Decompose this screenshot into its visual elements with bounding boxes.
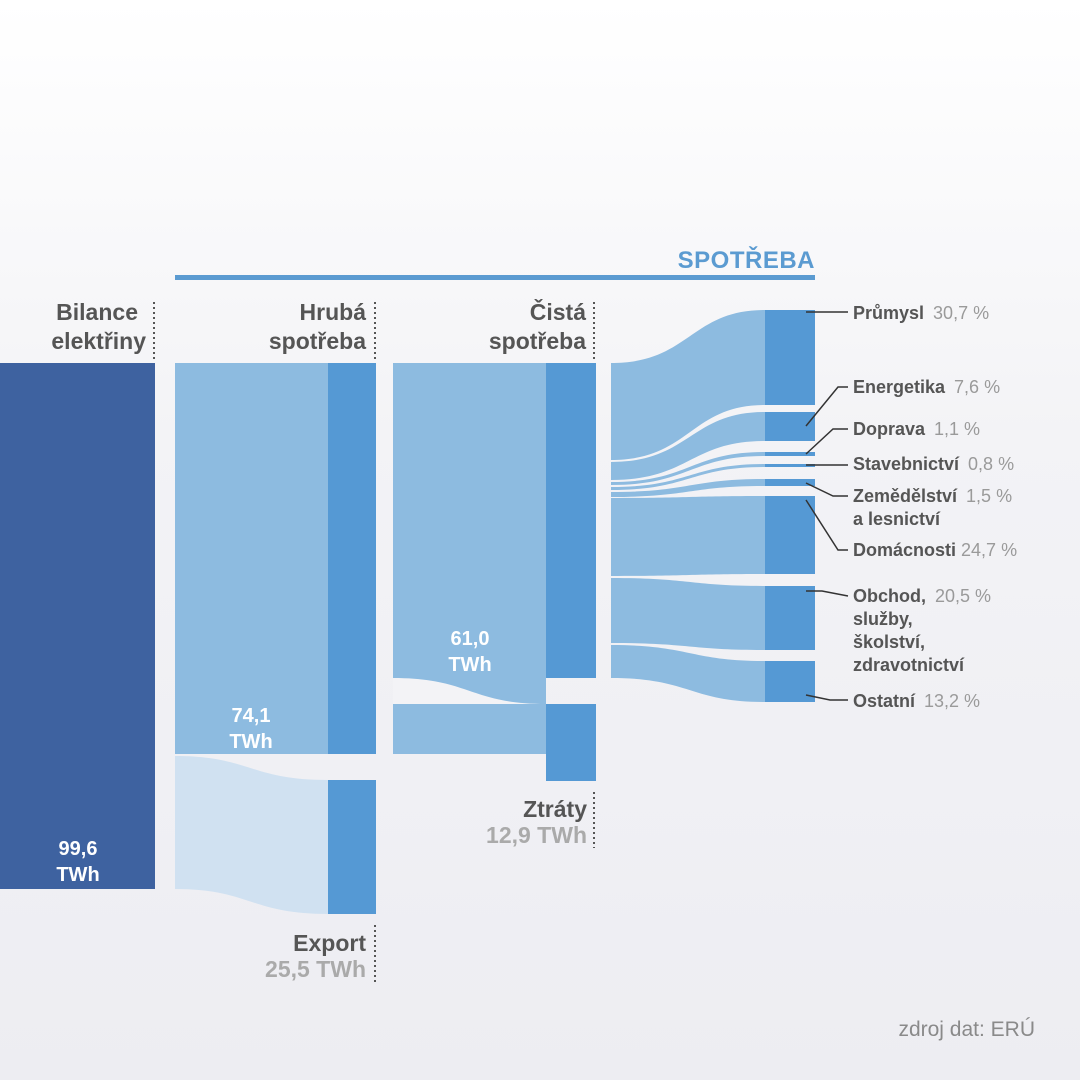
cat-obchod-pct: 20,5 % xyxy=(935,586,991,606)
cista-bar xyxy=(546,363,596,678)
cat-stavebnictvi: Stavebnictví 0,8 % xyxy=(853,454,1014,474)
ztraty-flow xyxy=(393,678,546,704)
source-note: zdroj dat: ERÚ xyxy=(898,1018,1035,1041)
ztraty-bar xyxy=(546,704,596,781)
cista-unit: TWh xyxy=(448,654,491,676)
leader-doprava xyxy=(805,428,848,455)
cista-header: Čistá spotřeba xyxy=(489,298,595,360)
cista-header-line2: spotřeba xyxy=(489,328,586,354)
cat-obchod: Obchod, 20,5 % xyxy=(853,586,991,606)
export-value: 25,5 TWh xyxy=(265,956,366,982)
bilance-header-line2: elektřiny xyxy=(51,328,146,354)
flow-ostatni xyxy=(611,645,765,702)
ztraty-value: 12,9 TWh xyxy=(486,822,587,848)
leader-energetika xyxy=(805,386,848,427)
export-label: Export xyxy=(293,930,366,956)
cat-prumysl-name: Průmysl xyxy=(853,303,924,323)
cat-domacnosti: Domácnosti 24,7 % xyxy=(853,540,1017,560)
hruba-bar xyxy=(328,363,376,754)
category-labels: Průmysl 30,7 % Energetika 7,6 % Doprava 1,1… xyxy=(853,303,1017,711)
cat-prumysl: Průmysl 30,7 % xyxy=(853,303,989,323)
cat-zemedelstvi: Zemědělství 1,5 % xyxy=(853,486,1012,506)
leader-obchod xyxy=(806,590,849,597)
spotreba-header-line xyxy=(175,275,815,280)
cat-energetika: Energetika 7,6 % xyxy=(853,377,1000,397)
hruba-flow xyxy=(175,363,328,754)
cat-stavebnictvi-name: Stavebnictví xyxy=(853,454,960,474)
bilance-header: Bilance elektřiny xyxy=(51,299,155,360)
cat-ostatni: Ostatní 13,2 % xyxy=(853,691,980,711)
flow-domacnosti xyxy=(611,496,765,576)
bar-energetika xyxy=(765,412,815,441)
flow-stavebnictvi xyxy=(611,464,765,490)
cat-doprava: Doprava 1,1 % xyxy=(853,419,980,439)
cat-energetika-pct: 7,6 % xyxy=(954,377,1000,397)
ztraty-label: Ztráty xyxy=(523,796,587,822)
cat-domacnosti-name: Domácnosti xyxy=(853,540,956,560)
cat-obchod-line3: školství, xyxy=(853,632,925,652)
bar-stavebnictvi xyxy=(765,464,815,467)
hruba-unit: TWh xyxy=(229,731,272,753)
spotreba-header: SPOTŘEBA xyxy=(678,246,815,274)
export-flow xyxy=(175,756,328,914)
export-bar xyxy=(328,780,376,914)
flow-doprava xyxy=(611,452,765,485)
hruba-header: Hrubá spotřeba xyxy=(269,299,376,360)
hruba-header-line1: Hrubá xyxy=(300,299,367,325)
flow-obchod xyxy=(611,578,765,650)
cat-obchod-name: Obchod, xyxy=(853,586,926,606)
leader-lines xyxy=(805,311,849,701)
hruba-header-line2: spotřeba xyxy=(269,328,366,354)
cat-energetika-name: Energetika xyxy=(853,377,946,397)
bar-doprava xyxy=(765,452,815,456)
cat-obchod-line4: zdravotnictví xyxy=(853,655,965,675)
cat-zemedelstvi-pct: 1,5 % xyxy=(966,486,1012,506)
hruba-value: 74,1 xyxy=(232,705,271,727)
bar-zemedelstvi xyxy=(765,479,815,486)
cat-zemedelstvi-name: Zemědělství xyxy=(853,486,958,506)
cista-value: 61,0 xyxy=(451,628,490,650)
flow-zemedelstvi xyxy=(611,479,765,497)
cat-ostatni-name: Ostatní xyxy=(853,691,916,711)
bar-prumysl xyxy=(765,310,815,405)
flow-prumysl xyxy=(611,310,765,460)
cat-doprava-pct: 1,1 % xyxy=(934,419,980,439)
cat-zemedelstvi-line2: a lesnictví xyxy=(853,509,941,529)
leader-ostatni xyxy=(805,694,848,701)
cista-header-line1: Čistá xyxy=(530,298,586,325)
bar-domacnosti xyxy=(765,496,815,574)
cat-ostatni-pct: 13,2 % xyxy=(924,691,980,711)
bar-obchod xyxy=(765,586,815,650)
bilance-value: 99,6 xyxy=(59,838,98,860)
cat-prumysl-pct: 30,7 % xyxy=(933,303,989,323)
breakdown-bars xyxy=(765,310,815,702)
leader-zemedelstvi xyxy=(805,482,848,497)
cat-obchod-line2: služby, xyxy=(853,609,913,629)
flow-energetika xyxy=(611,412,765,480)
cat-domacnosti-pct: 24,7 % xyxy=(961,540,1017,560)
bilance-bar xyxy=(0,363,155,889)
breakdown-flows xyxy=(611,310,765,702)
leader-domacnosti xyxy=(805,499,848,551)
bilance-header-line1: Bilance xyxy=(56,299,138,325)
cat-doprava-name: Doprava xyxy=(853,419,926,439)
cat-stavebnictvi-pct: 0,8 % xyxy=(968,454,1014,474)
bilance-unit: TWh xyxy=(56,864,99,886)
